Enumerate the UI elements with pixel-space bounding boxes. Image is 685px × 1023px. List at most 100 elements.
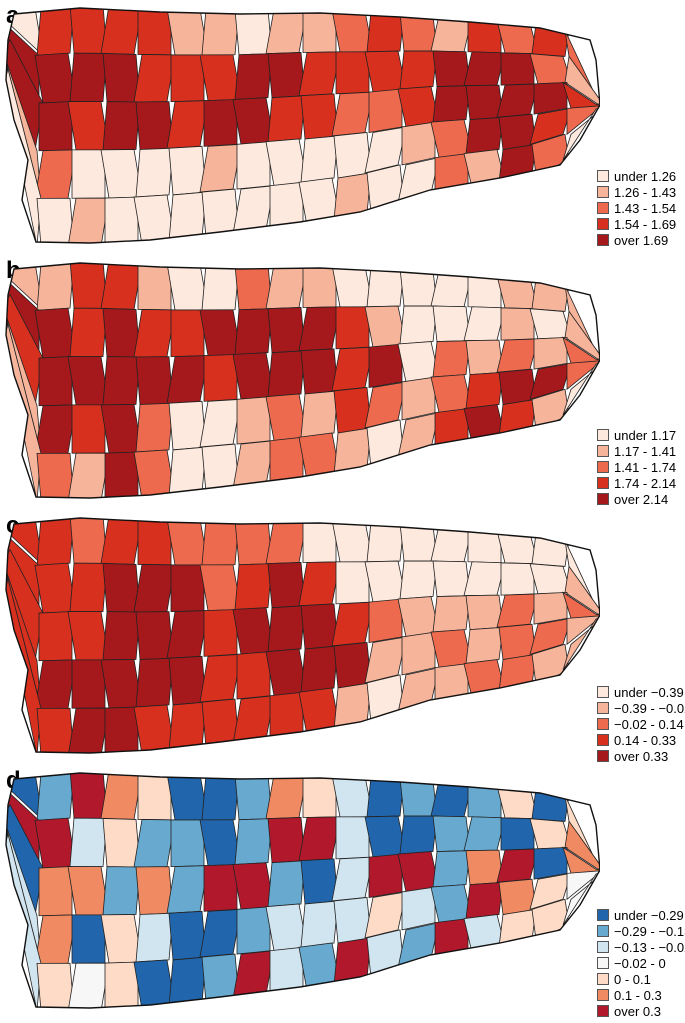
municipality-region	[100, 518, 143, 565]
municipality-region	[234, 774, 273, 821]
municipality-region	[232, 352, 275, 400]
municipality-region	[302, 8, 337, 53]
municipality-region	[71, 914, 106, 964]
municipality-region	[100, 659, 143, 709]
map-panel-d: d under −0.29 −0.29 - −0.13 −0.13 - −0.0…	[0, 765, 685, 1023]
municipality-region	[331, 9, 374, 53]
municipality-region	[100, 149, 143, 199]
municipality-region	[203, 864, 238, 912]
municipality-region	[562, 591, 600, 619]
legend-label: under 1.17	[614, 427, 677, 443]
legend-label: 0.14 - 0.33	[614, 732, 677, 748]
municipality-region	[335, 306, 370, 350]
municipality-region	[38, 101, 73, 152]
municipality-region	[102, 563, 141, 613]
municipality-region	[298, 561, 341, 607]
municipality-region	[199, 819, 242, 867]
municipality-region	[102, 818, 141, 868]
island-outline	[5, 262, 600, 499]
municipality-region	[166, 773, 209, 821]
legend-swatch	[597, 234, 609, 246]
municipality-region	[432, 50, 471, 87]
municipality-region	[135, 356, 174, 405]
municipality-region	[500, 52, 535, 86]
municipality-group	[6, 518, 600, 753]
municipality-region	[201, 8, 240, 56]
municipality-region	[236, 141, 271, 190]
municipality-region	[69, 518, 108, 564]
municipality-region	[302, 773, 337, 818]
legend-item: over 0.33	[597, 748, 685, 764]
municipality-region	[564, 795, 600, 869]
legend-label: under −0.29	[614, 907, 684, 923]
municipality-region	[300, 900, 339, 948]
municipality-region	[265, 518, 308, 565]
municipality-region	[298, 306, 341, 352]
municipality-region	[137, 518, 172, 566]
municipality-region	[267, 307, 306, 354]
municipality-region	[463, 914, 506, 953]
municipality-region	[234, 563, 273, 610]
municipality-region	[135, 147, 174, 198]
municipality-region	[368, 598, 403, 643]
legend-swatch	[597, 925, 609, 937]
municipality-region	[166, 263, 209, 311]
municipality-region	[364, 126, 407, 174]
municipality-region	[529, 107, 572, 145]
municipality-region	[67, 707, 110, 753]
municipality-region	[36, 707, 75, 753]
legend-label: 1.17 - 1.41	[614, 443, 677, 459]
municipality-region	[463, 51, 506, 87]
municipality-region	[366, 164, 405, 214]
municipality-region	[434, 153, 469, 194]
municipality-region	[331, 774, 374, 818]
municipality-group	[6, 773, 600, 1008]
legend-label: −0.02 - 0.14	[614, 716, 684, 732]
legend-swatch	[597, 218, 609, 230]
legend-swatch	[597, 461, 609, 473]
municipality-region	[432, 305, 471, 342]
municipality-region	[135, 912, 174, 963]
municipality-region	[300, 390, 339, 438]
municipality-region	[432, 560, 471, 597]
municipality-region	[100, 263, 143, 310]
legend-swatch	[597, 750, 609, 762]
municipality-region	[498, 398, 537, 438]
municipality-region	[465, 626, 504, 665]
municipality-region	[133, 54, 176, 103]
municipality-region	[529, 53, 572, 85]
municipality-region	[236, 651, 271, 700]
municipality-region	[364, 815, 407, 858]
municipality-region	[201, 518, 240, 566]
municipality-region	[364, 891, 407, 939]
legend-label: 1.74 - 2.14	[614, 475, 677, 491]
municipality-region	[366, 674, 405, 724]
legend-swatch	[597, 429, 609, 441]
municipality-region	[267, 605, 306, 653]
municipality-region	[34, 52, 77, 104]
municipality-region	[67, 611, 110, 661]
municipality-region	[69, 263, 108, 309]
municipality-region	[102, 53, 141, 103]
municipality-region	[562, 81, 600, 109]
municipality-region	[67, 197, 110, 243]
municipality-region	[199, 309, 242, 357]
municipality-region	[331, 264, 374, 308]
legend-label: under −0.39	[614, 684, 684, 700]
municipality-region	[267, 817, 306, 864]
legend-swatch	[597, 989, 609, 1001]
legend-swatch	[597, 718, 609, 730]
legend-item: 1.54 - 1.69	[597, 216, 676, 232]
legend-item: 0 - 0.1	[597, 971, 685, 987]
municipality-region	[566, 360, 600, 391]
legend-item: over 0.3	[597, 1003, 685, 1019]
choropleth-map	[5, 517, 600, 754]
legend-swatch	[597, 734, 609, 746]
municipality-region	[529, 563, 572, 595]
municipality-region	[166, 865, 209, 914]
municipality-region	[36, 518, 75, 566]
legend-item: 1.41 - 1.74	[597, 459, 676, 475]
municipality-region	[135, 611, 174, 660]
municipality-region	[69, 773, 108, 819]
map-panel-b: b under 1.17 1.17 - 1.41 1.41 - 1.74 1.7…	[0, 255, 685, 510]
